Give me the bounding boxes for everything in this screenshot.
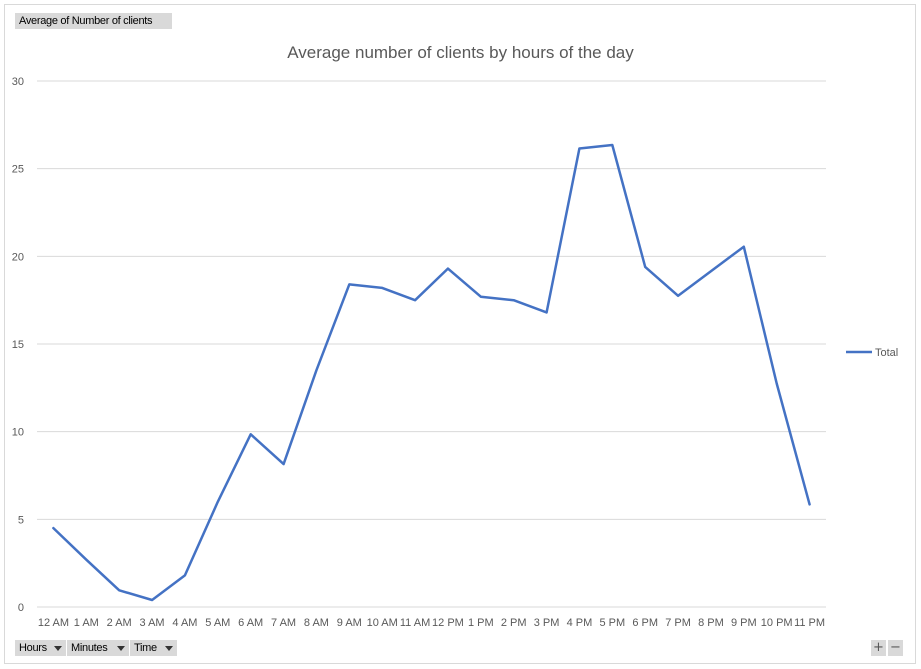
time-field-button[interactable]: Time (130, 640, 177, 656)
time-field-label: Time (134, 642, 157, 654)
hours-dropdown-arrow-icon[interactable] (54, 646, 62, 651)
expand-field-button[interactable]: + (871, 640, 886, 656)
x-tick-label: 4 PM (567, 617, 593, 629)
y-tick-label: 25 (12, 164, 24, 176)
x-tick-label: 5 PM (599, 617, 625, 629)
value-field-button[interactable]: Average of Number of clients (15, 13, 172, 29)
y-tick-label: 15 (12, 339, 24, 351)
x-tick-label: 12 PM (432, 617, 464, 629)
x-tick-label: 11 PM (794, 617, 825, 629)
x-tick-label: 9 PM (731, 617, 757, 629)
y-tick-label: 20 (12, 251, 24, 263)
x-tick-label: 2 PM (501, 617, 527, 629)
minutes-field-label: Minutes (71, 642, 108, 654)
legend-label: Total (875, 347, 898, 359)
x-tick-label: 7 AM (271, 617, 296, 629)
x-tick-label: 3 AM (140, 617, 165, 629)
hours-field-button[interactable]: Hours (15, 640, 66, 656)
y-tick-label: 10 (12, 427, 24, 439)
chart-title: Average number of clients by hours of th… (287, 43, 634, 62)
x-tick-label: 9 AM (337, 617, 362, 629)
x-tick-label: 6 AM (238, 617, 263, 629)
y-tick-label: 30 (12, 76, 24, 88)
x-tick-label: 1 AM (74, 617, 99, 629)
x-tick-label: 11 AM (400, 617, 430, 629)
x-tick-label: 4 AM (172, 617, 197, 629)
hours-field-label: Hours (19, 642, 47, 654)
x-tick-label: 1 PM (468, 617, 494, 629)
minutes-field-button[interactable]: Minutes (67, 640, 129, 656)
x-tick-label: 12 AM (38, 617, 69, 629)
x-tick-label: 6 PM (632, 617, 658, 629)
collapse-field-button[interactable]: − (888, 640, 903, 656)
x-tick-label: 2 AM (107, 617, 132, 629)
x-tick-label: 10 AM (367, 617, 398, 629)
series-line (52, 143, 811, 602)
x-tick-label: 7 PM (665, 617, 691, 629)
time-dropdown-arrow-icon[interactable] (165, 646, 173, 651)
y-tick-label: 0 (18, 602, 24, 614)
x-tick-label: 5 AM (205, 617, 230, 629)
x-tick-label: 8 PM (698, 617, 724, 629)
x-tick-label: 8 AM (304, 617, 329, 629)
minutes-dropdown-arrow-icon[interactable] (117, 646, 125, 651)
y-tick-label: 5 (18, 514, 24, 526)
x-tick-label: 10 PM (761, 617, 793, 629)
x-tick-label: 3 PM (534, 617, 560, 629)
